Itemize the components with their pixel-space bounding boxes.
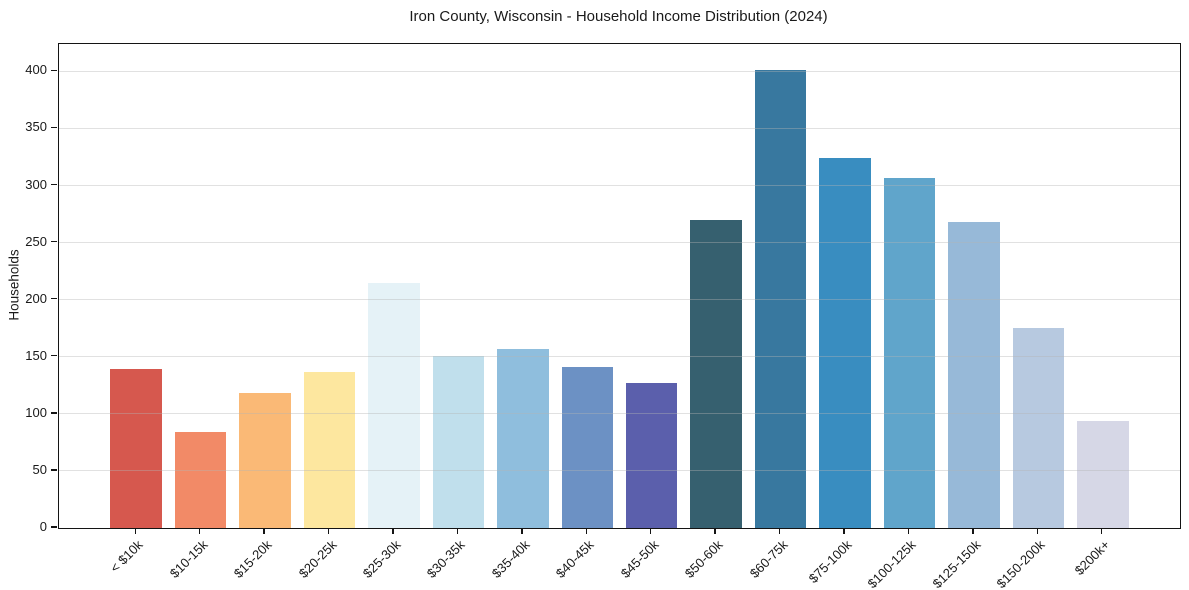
- bar: [368, 282, 420, 528]
- bar: [819, 158, 871, 528]
- bar: [1077, 420, 1129, 528]
- y-tick-label: 150: [25, 347, 47, 363]
- y-tick-mark: [51, 240, 57, 243]
- gridline: [59, 185, 1180, 187]
- x-tick-mark: [972, 528, 974, 534]
- x-tick-mark: [907, 528, 910, 534]
- bar: [432, 355, 485, 528]
- gridline: [59, 470, 1180, 472]
- y-tick-mark: [51, 69, 57, 72]
- x-tick-mark: [327, 528, 330, 534]
- y-tick-mark: [51, 297, 57, 300]
- plot-area: [58, 43, 1181, 529]
- y-tick-mark: [51, 412, 57, 414]
- y-tick-label: 100: [25, 404, 47, 420]
- x-tick-mark: [198, 528, 201, 534]
- y-tick-label: 400: [25, 62, 47, 78]
- y-tick-label: 0: [39, 519, 47, 534]
- x-tick-mark: [392, 528, 394, 534]
- y-tick-mark: [51, 526, 57, 528]
- x-tick-mark: [714, 528, 716, 534]
- y-tick-label: 50: [32, 461, 47, 477]
- x-tick-mark: [843, 528, 845, 534]
- gridline: [59, 299, 1180, 301]
- x-tick-mark: [263, 528, 265, 534]
- y-tick-label: 350: [25, 119, 47, 135]
- bar: [239, 393, 291, 528]
- x-tick-mark: [778, 528, 781, 534]
- y-tick-mark: [51, 469, 57, 471]
- x-tick-mark: [456, 528, 459, 534]
- x-tick-mark: [1101, 528, 1103, 534]
- bar: [625, 383, 678, 528]
- x-tick-mark: [134, 528, 136, 534]
- x-tick-label: < $10k: [107, 537, 146, 576]
- y-tick-mark: [51, 126, 57, 129]
- bar: [948, 222, 1000, 528]
- y-tick-label: 300: [25, 176, 47, 192]
- bar: [303, 371, 356, 528]
- x-tick-mark: [585, 528, 587, 534]
- bar: [561, 367, 614, 528]
- y-tick-mark: [51, 183, 57, 186]
- gridline: [59, 242, 1180, 244]
- gridline: [59, 413, 1180, 415]
- y-tick-label: 200: [25, 290, 47, 306]
- gridline: [59, 70, 1180, 72]
- y-tick-mark: [51, 355, 57, 357]
- gridline: [59, 356, 1180, 358]
- bar: [754, 70, 807, 528]
- bar: [174, 432, 227, 528]
- bar: [1012, 328, 1065, 528]
- bar: [497, 348, 549, 528]
- x-tick-mark: [1036, 528, 1039, 534]
- bar: [883, 177, 936, 528]
- chart-title: Iron County, Wisconsin - Household Incom…: [409, 8, 828, 25]
- y-tick-label: 250: [25, 233, 47, 249]
- bar: [110, 369, 162, 528]
- x-tick-mark: [650, 528, 652, 534]
- gridline: [59, 127, 1180, 129]
- y-axis-label: Households: [6, 249, 22, 321]
- bar: [690, 219, 742, 528]
- x-tick-mark: [521, 528, 523, 534]
